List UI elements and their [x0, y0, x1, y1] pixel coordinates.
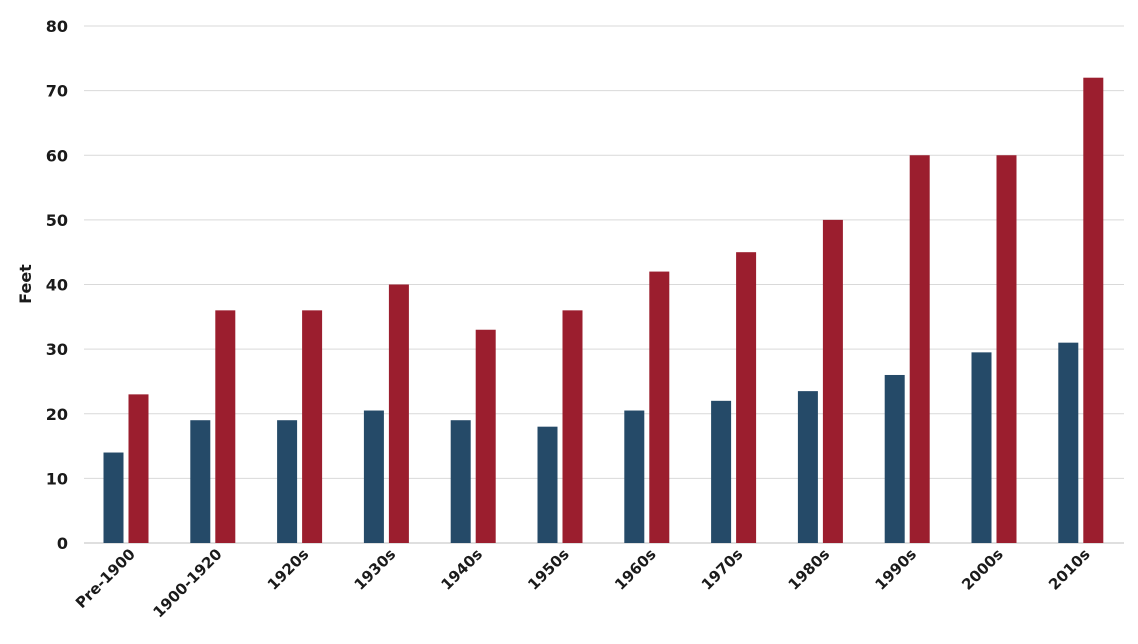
x-tick-label: 1930s: [351, 545, 400, 594]
x-tick-label: Pre-1900: [72, 545, 139, 612]
x-tick-label: 1980s: [785, 545, 834, 594]
bar-series-2: [388, 284, 409, 543]
y-tick-label: 20: [46, 405, 68, 424]
bar-series-1: [103, 452, 124, 543]
y-tick-label: 40: [46, 276, 68, 295]
y-tick-label: 70: [46, 82, 68, 101]
bar-series-1: [277, 420, 298, 543]
bar-series-2: [996, 155, 1017, 543]
bar-series-1: [537, 426, 558, 543]
bar-series-2: [822, 219, 843, 543]
x-tick-label: 1940s: [437, 545, 486, 594]
y-tick-label: 0: [57, 534, 68, 553]
bar-series-1: [363, 410, 384, 543]
x-tick-label: 1900-1920: [149, 545, 225, 621]
y-axis-ticks: 0 10 20 30 40 50 60 70 80: [46, 17, 68, 553]
y-tick-label: 60: [46, 146, 68, 165]
bar-series-1: [797, 391, 818, 543]
y-tick-label: 80: [46, 17, 68, 36]
bar-series-1: [1058, 342, 1079, 543]
x-tick-label: 1960s: [611, 545, 660, 594]
x-tick-label: 2010s: [1045, 545, 1094, 594]
bar-series-2: [128, 394, 149, 543]
x-axis-ticks: Pre-1900 1900-1920 1920s 1930s 1940s 1950s 196…: [72, 545, 1094, 621]
x-tick-label: 1920s: [264, 545, 313, 594]
bar-series-2: [736, 252, 757, 543]
bar-series-2: [909, 155, 930, 543]
x-tick-label: 1990s: [871, 545, 920, 594]
bar-series-2: [649, 271, 670, 543]
bar-series-1: [971, 352, 992, 543]
y-axis-title: Feet: [16, 264, 35, 304]
bar-series-2: [475, 329, 496, 543]
bar-series-2: [215, 310, 236, 543]
x-tick-label: 2000s: [958, 545, 1007, 594]
bar-series-1: [711, 400, 732, 543]
bar-series-1: [190, 420, 211, 543]
bar-series-2: [302, 310, 323, 543]
y-tick-label: 30: [46, 340, 68, 359]
y-tick-label: 50: [46, 211, 68, 230]
bar-series-2: [1083, 77, 1104, 543]
x-tick-label: 1950s: [524, 545, 573, 594]
y-tick-label: 10: [46, 469, 68, 488]
bar-series-2: [562, 310, 583, 543]
bar-series-1: [624, 410, 645, 543]
gridlines: [84, 25, 1124, 544]
bars: [103, 77, 1104, 543]
x-tick-label: 1970s: [698, 545, 747, 594]
bar-series-1: [884, 374, 905, 543]
bar-series-1: [450, 420, 471, 543]
